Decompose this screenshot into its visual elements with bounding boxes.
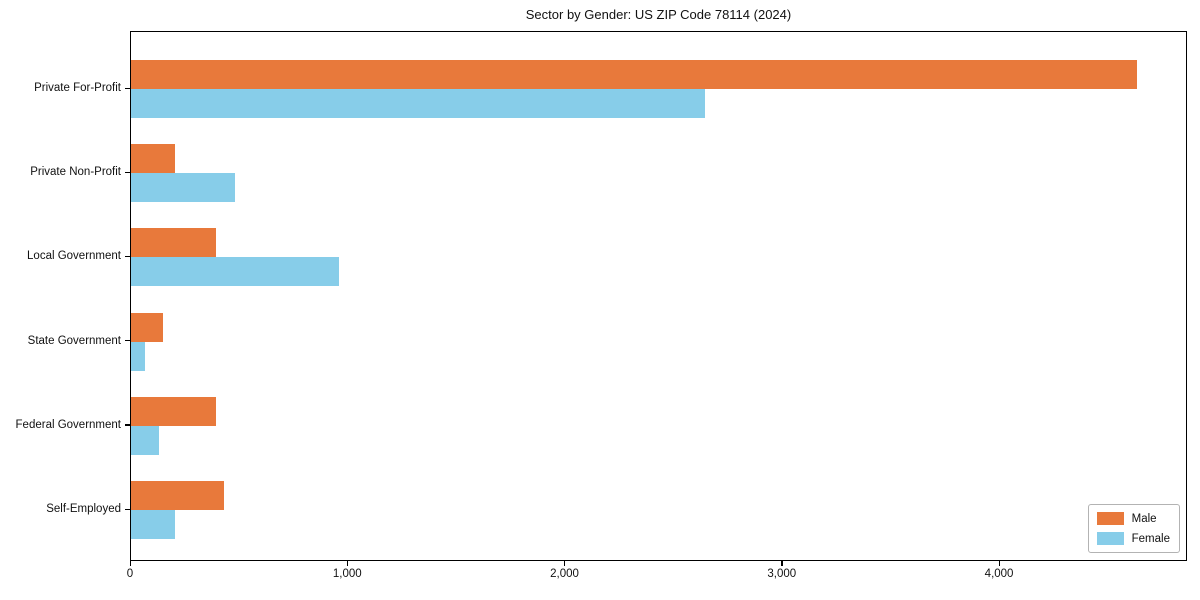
- chart-title: Sector by Gender: US ZIP Code 78114 (202…: [525, 7, 792, 22]
- y-axis-tick: [125, 508, 130, 510]
- male-legend-label: Male: [1131, 512, 1157, 525]
- x-axis-tick: [564, 561, 566, 566]
- female-legend-swatch: [1096, 532, 1124, 545]
- x-axis-tick-label: 1,000: [332, 568, 362, 580]
- x-axis-tick: [129, 561, 131, 566]
- y-axis-category-label: State Government: [27, 334, 121, 347]
- x-axis-tick-label: 3,000: [767, 568, 797, 580]
- y-axis-category-label: Private For-Profit: [34, 82, 121, 94]
- bar-male-2: [131, 144, 175, 174]
- legend: Male Female: [1087, 504, 1180, 553]
- x-axis-tick-label: 4,000: [984, 568, 1014, 580]
- y-axis-tick: [125, 171, 130, 173]
- bar-male-5: [131, 396, 216, 426]
- plot-area: Male Female: [130, 31, 1187, 561]
- y-axis-tick: [125, 424, 130, 426]
- bar-female-5: [131, 425, 160, 455]
- bar-female-3: [131, 257, 339, 287]
- x-axis-tick-label: 2,000: [550, 568, 579, 580]
- bar-male-4: [131, 312, 163, 342]
- y-axis-tick: [125, 255, 130, 258]
- legend-row-male: Male: [1096, 512, 1170, 525]
- bar-female-1: [131, 89, 705, 118]
- y-axis-tick: [125, 340, 130, 342]
- female-legend-label: Female: [1131, 532, 1170, 545]
- y-axis-category-label: Private Non-Profit: [30, 166, 121, 179]
- bar-female-6: [131, 510, 175, 539]
- x-axis-tick-label: 0: [126, 568, 134, 580]
- y-axis-tick: [125, 87, 130, 89]
- bar-female-2: [131, 173, 236, 203]
- bar-male-6: [131, 481, 225, 510]
- x-axis-tick: [998, 561, 1000, 566]
- bar-male-1: [131, 60, 1137, 89]
- y-axis-category-label: Self-Employed: [46, 503, 121, 515]
- y-axis-category-label: Federal Government: [15, 418, 121, 431]
- legend-row-female: Female: [1096, 532, 1170, 545]
- bar-female-4: [131, 341, 146, 371]
- x-axis-tick: [781, 561, 783, 566]
- bar-male-3: [131, 228, 216, 258]
- male-legend-swatch: [1096, 512, 1124, 525]
- y-axis-category-label: Local Government: [27, 250, 121, 263]
- x-axis-tick: [346, 561, 349, 566]
